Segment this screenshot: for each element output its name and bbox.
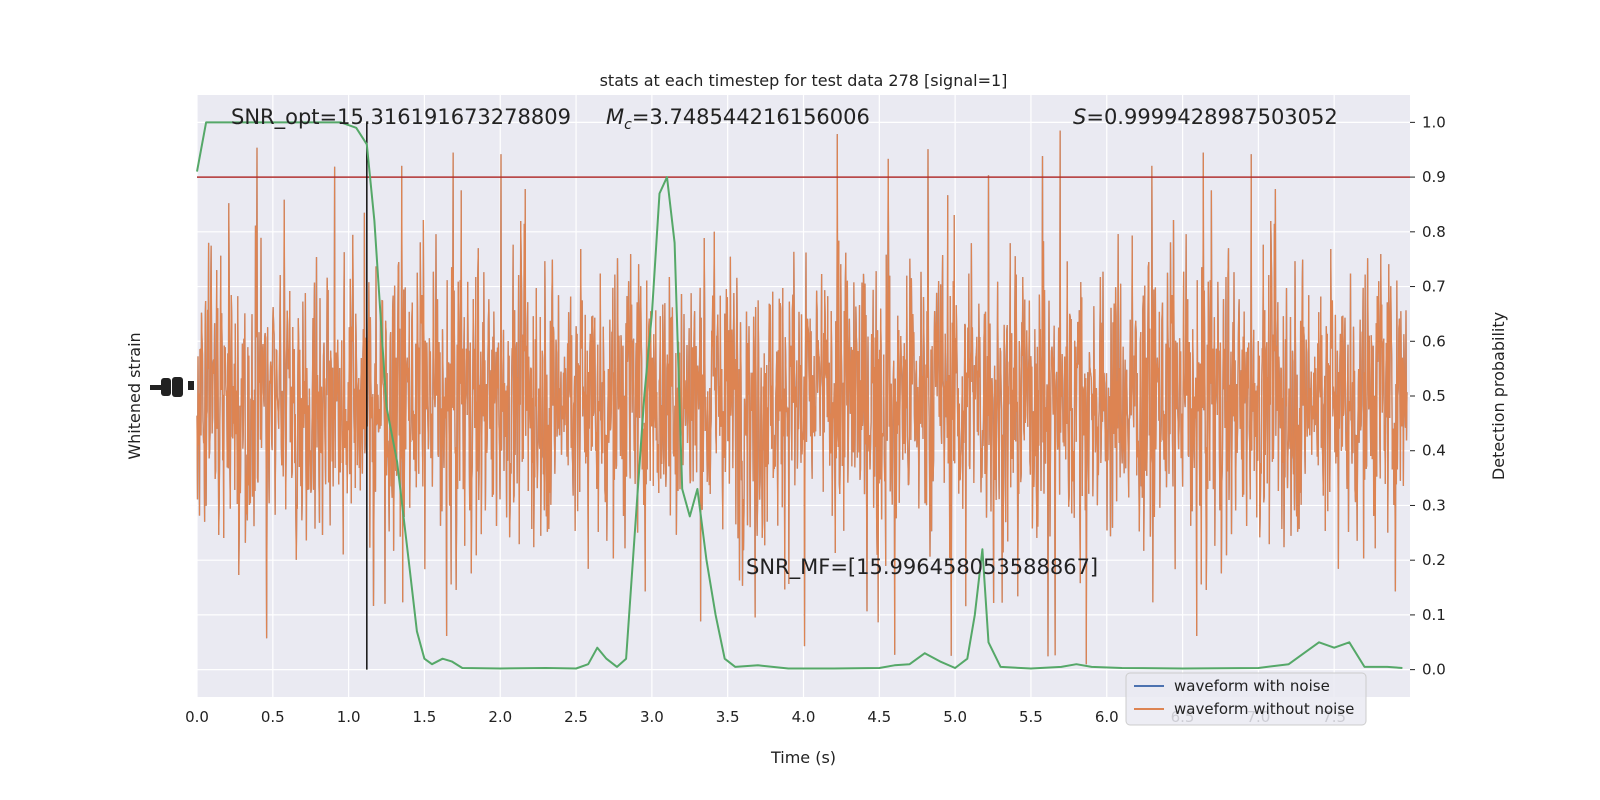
annotation-mc-value: =3.748544216156006 bbox=[632, 105, 870, 129]
legend-label-without-noise: waveform without noise bbox=[1174, 700, 1354, 718]
x-tick-label: 3.0 bbox=[640, 708, 664, 726]
annotation-snr-opt: SNR_opt=15.316191673278809 bbox=[231, 105, 571, 130]
annotation-snr-mf: SNR_MF=[15.996458053588867] bbox=[746, 555, 1098, 580]
y-tick-label-right: 0.8 bbox=[1422, 223, 1446, 241]
annotation-mc-subscript: c bbox=[624, 117, 632, 133]
left-tick-blob bbox=[150, 385, 162, 390]
left-tick-blob bbox=[172, 377, 183, 397]
y-axis-label-left: Whitened strain bbox=[125, 332, 144, 459]
left-tick-blob bbox=[188, 381, 194, 390]
left-axis-collapsed-ticks bbox=[150, 377, 194, 397]
annotation-s-symbol: S bbox=[1073, 105, 1086, 129]
annotation-chirp-mass: Mc=3.748544216156006 bbox=[606, 105, 870, 133]
x-tick-label: 0.5 bbox=[261, 708, 285, 726]
legend: waveform with noise waveform without noi… bbox=[1125, 672, 1367, 726]
annotation-s-value: =0.9999428987503052 bbox=[1086, 105, 1337, 129]
y-tick-label-right: 0.9 bbox=[1422, 168, 1446, 186]
x-tick-label: 1.5 bbox=[413, 708, 437, 726]
x-tick-label: 1.0 bbox=[337, 708, 361, 726]
y-tick-label-right: 0.5 bbox=[1422, 387, 1446, 405]
left-tick-blob bbox=[161, 378, 171, 396]
y-tick-label-right: 0.6 bbox=[1422, 332, 1446, 350]
strain-layer bbox=[196, 130, 1408, 665]
x-tick-label: 4.5 bbox=[867, 708, 891, 726]
y-tick-label-right: 1.0 bbox=[1422, 113, 1446, 131]
x-axis-label: Time (s) bbox=[770, 748, 836, 767]
annotation-snr-opt-value: 15.316191673278809 bbox=[337, 105, 571, 129]
x-tick-label: 4.0 bbox=[792, 708, 816, 726]
x-tick-label: 0.0 bbox=[185, 708, 209, 726]
y-tick-label-right: 0.0 bbox=[1422, 661, 1446, 679]
y-axis-label-right: Detection probability bbox=[1489, 312, 1508, 480]
overlay-layer bbox=[196, 121, 1410, 670]
y-tick-label-right: 0.7 bbox=[1422, 278, 1446, 296]
y-tick-label-right: 0.1 bbox=[1422, 606, 1446, 624]
legend-label-with-noise: waveform with noise bbox=[1174, 677, 1330, 695]
annotation-snr-opt-prefix: SNR_opt= bbox=[231, 105, 337, 130]
chart-title: stats at each timestep for test data 278… bbox=[600, 71, 1008, 90]
annotation-s: S=0.9999428987503052 bbox=[1073, 105, 1338, 129]
legend-box bbox=[1125, 672, 1367, 726]
annotation-mc-symbol: M bbox=[606, 105, 624, 129]
y-tick-label-right: 0.2 bbox=[1422, 551, 1446, 569]
y-tick-label-right: 0.3 bbox=[1422, 496, 1446, 514]
x-tick-label: 2.0 bbox=[488, 708, 512, 726]
x-tick-label: 6.0 bbox=[1095, 708, 1119, 726]
x-tick-label: 2.5 bbox=[564, 708, 588, 726]
series-waveform-without-noise bbox=[196, 130, 1408, 665]
y-tick-label-right: 0.4 bbox=[1422, 442, 1446, 460]
x-tick-label: 5.5 bbox=[1019, 708, 1043, 726]
series-detection-probability bbox=[196, 121, 1403, 670]
x-tick-label: 3.5 bbox=[716, 708, 740, 726]
x-tick-label: 5.0 bbox=[943, 708, 967, 726]
